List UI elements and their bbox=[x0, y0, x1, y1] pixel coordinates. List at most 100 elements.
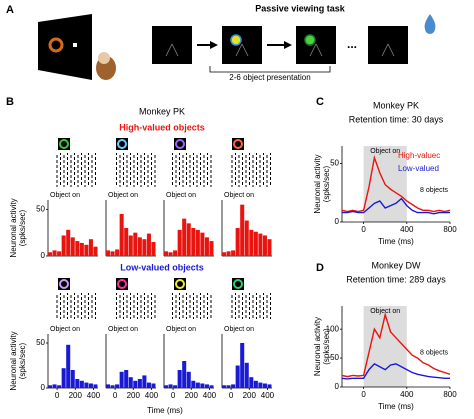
bar bbox=[84, 382, 89, 388]
bar bbox=[88, 239, 93, 256]
bar bbox=[235, 228, 240, 256]
legend-entry: High-valuec bbox=[398, 151, 440, 160]
bar bbox=[115, 249, 120, 256]
bar bbox=[119, 214, 124, 256]
x-tick-label: 0 bbox=[55, 391, 60, 400]
bar bbox=[177, 370, 182, 388]
x-tick-label: 800 bbox=[443, 225, 457, 234]
task-illustration: ... bbox=[38, 14, 436, 80]
bar bbox=[235, 365, 240, 388]
x-tick-label: 400 bbox=[400, 225, 414, 234]
bar bbox=[133, 380, 138, 388]
y-axis-label: (spks/sec) bbox=[322, 328, 331, 365]
bar bbox=[226, 385, 231, 388]
bar bbox=[262, 235, 267, 256]
y-axis-label: (spks/sec) bbox=[18, 209, 27, 246]
bar bbox=[244, 362, 249, 388]
bar bbox=[106, 384, 111, 388]
y-tick-label: 0 bbox=[41, 383, 46, 392]
bar bbox=[48, 252, 53, 256]
bar bbox=[119, 371, 124, 388]
bar bbox=[164, 385, 169, 388]
x-tick-label: 0 bbox=[361, 390, 366, 399]
bar bbox=[222, 252, 227, 256]
bar bbox=[106, 250, 111, 256]
x-tick-label: 400 bbox=[400, 390, 414, 399]
bar bbox=[204, 384, 209, 388]
group-heading: High-valued objects bbox=[119, 122, 205, 132]
bar bbox=[52, 384, 57, 388]
annotation: Object on bbox=[370, 308, 400, 315]
bar bbox=[84, 244, 89, 256]
bar bbox=[128, 377, 133, 388]
bar bbox=[146, 382, 151, 388]
annotation: Object on bbox=[224, 326, 254, 333]
bar bbox=[57, 251, 62, 256]
x-tick-label: 400 bbox=[261, 391, 275, 400]
bar bbox=[240, 204, 245, 256]
bar bbox=[182, 361, 187, 388]
y-axis-label: Neuronal activity bbox=[9, 198, 18, 257]
bar bbox=[173, 250, 178, 256]
annotation: Object on bbox=[224, 192, 254, 199]
line-series bbox=[342, 197, 450, 215]
bar bbox=[249, 229, 254, 256]
bar bbox=[258, 382, 263, 388]
bar bbox=[244, 220, 249, 256]
bar bbox=[124, 370, 129, 388]
bar bbox=[191, 380, 196, 388]
line-series bbox=[341, 363, 450, 380]
panel-label: B bbox=[6, 96, 14, 108]
y-axis-label: Neuronal activity bbox=[313, 317, 322, 376]
bar bbox=[70, 370, 75, 388]
annotation: Object on bbox=[166, 326, 196, 333]
y-tick-label: 50 bbox=[330, 159, 339, 168]
annotation: 8 objects bbox=[420, 349, 449, 356]
y-axis-label: Neuronal activity bbox=[9, 331, 18, 390]
y-tick-label: 100 bbox=[326, 324, 340, 333]
bar bbox=[133, 232, 138, 256]
x-tick-label: 0 bbox=[229, 391, 234, 400]
bar bbox=[48, 385, 53, 388]
bar bbox=[66, 344, 71, 388]
panel-title: Passive viewing task bbox=[255, 3, 346, 13]
annotation: Object on bbox=[370, 148, 400, 155]
bar bbox=[267, 384, 272, 388]
bar bbox=[168, 384, 173, 388]
chart-subtitle: Retention time: 30 days bbox=[349, 114, 444, 124]
x-axis-label: Time (ms) bbox=[378, 402, 414, 411]
y-tick-label: 0 bbox=[335, 217, 340, 226]
bar bbox=[70, 237, 75, 256]
x-tick-label: 0 bbox=[171, 391, 176, 400]
bar bbox=[66, 229, 71, 256]
bar bbox=[142, 375, 147, 388]
group-heading: Low-valued objects bbox=[120, 262, 204, 272]
stimulus-icons bbox=[58, 138, 244, 290]
bar bbox=[142, 239, 147, 256]
bar bbox=[168, 252, 173, 256]
bar bbox=[195, 382, 200, 388]
x-tick-label: 200 bbox=[127, 391, 141, 400]
x-tick-label: 200 bbox=[243, 391, 257, 400]
bar bbox=[61, 235, 66, 256]
bar bbox=[88, 383, 93, 388]
bar bbox=[137, 237, 142, 256]
chart-title: Monkey DW bbox=[371, 260, 421, 270]
bar bbox=[231, 384, 236, 388]
x-tick-label: 400 bbox=[87, 391, 101, 400]
bar bbox=[258, 233, 263, 256]
bar bbox=[124, 228, 129, 256]
x-axis-label: Time (ms) bbox=[147, 406, 183, 415]
y-axis-label: (spks/sec) bbox=[18, 342, 27, 379]
x-tick-label: 0 bbox=[361, 225, 366, 234]
y-axis-label: (spks/sec) bbox=[322, 165, 331, 202]
bar bbox=[200, 232, 205, 256]
y-tick-label: 50 bbox=[36, 338, 45, 347]
bar bbox=[79, 242, 84, 256]
x-tick-label: 400 bbox=[145, 391, 159, 400]
bar bbox=[151, 242, 156, 256]
bar bbox=[110, 251, 115, 256]
bar bbox=[173, 385, 178, 388]
bar bbox=[253, 231, 258, 256]
